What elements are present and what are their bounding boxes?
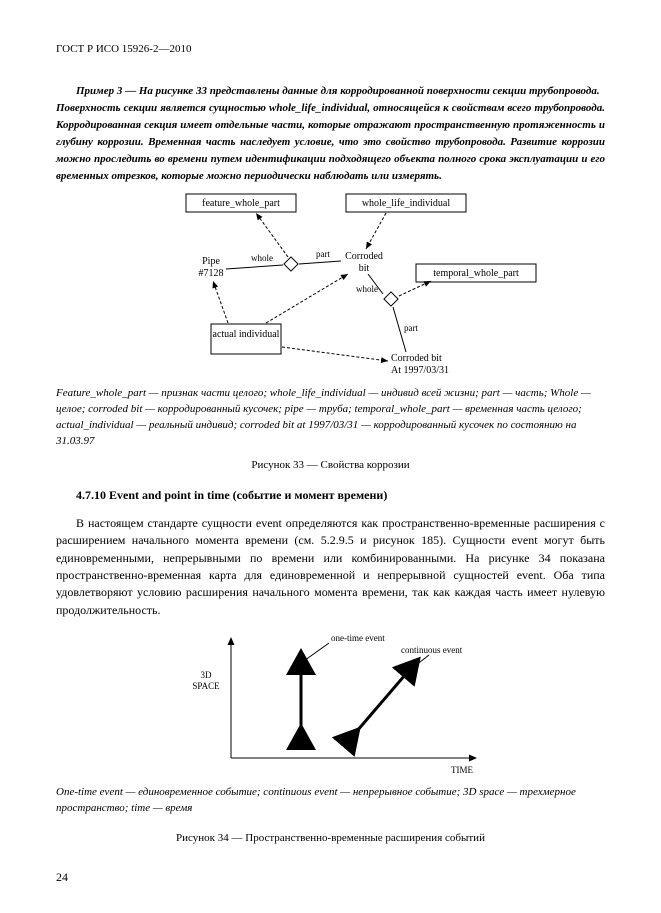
figure-33-legend: Feature_whole_part — признак части целог…: [56, 386, 605, 450]
box-whole-life-individual: whole_life_individual: [361, 198, 450, 209]
example-line: Корродированная секция имеет отдельные ч…: [56, 119, 596, 131]
example-line: можно проследить во времени путем иденти…: [56, 153, 605, 165]
page: ГОСТ Р ИСО 15926-2—2010 Пример 3 — На ри…: [0, 0, 661, 913]
box-feature-whole-part: feature_whole_part: [202, 198, 280, 209]
example-3-block: Пример 3 — На рисунке 33 представлены да…: [56, 83, 605, 185]
one-time-event-label: one-time event: [331, 633, 385, 643]
axis-time-label: TIME: [451, 765, 473, 775]
example-line: Поверхность секции является сущностью wh…: [56, 102, 605, 114]
figure-33-diagram: feature_whole_part whole_life_individual…: [56, 189, 605, 384]
figure-34-diagram: TIME 3D SPACE one-time event continuous …: [56, 623, 605, 783]
edge-whole-2: whole: [356, 284, 378, 294]
corroded-date-2: At 1997/03/31: [391, 365, 449, 376]
axis-space-label-2: SPACE: [192, 681, 220, 691]
pipe-label-1: Pipe: [202, 256, 220, 267]
figure-34-legend: One-time event — единовременное событие;…: [56, 785, 605, 817]
corroded-date-1: Corroded bit: [391, 353, 442, 364]
axis-space-label-1: 3D: [200, 670, 212, 680]
box-actual: actual individual: [212, 329, 279, 340]
figure-34-caption: Рисунок 34 — Пространственно-временные р…: [56, 831, 605, 846]
box-temporal-whole-part: temporal_whole_part: [433, 268, 519, 279]
corroded-label-1: Corroded: [345, 251, 383, 262]
pipe-label-2: #7128: [198, 268, 223, 279]
continuous-event-label: continuous event: [401, 645, 463, 655]
example-line: Пример 3 — На рисунке 33 представлены да…: [56, 83, 605, 100]
edge-part-1: part: [316, 249, 330, 259]
edge-whole-1: whole: [251, 253, 273, 263]
document-id: ГОСТ Р ИСО 15926-2—2010: [56, 42, 605, 57]
body-paragraph: В настоящем стандарте сущности event опр…: [56, 515, 605, 619]
section-body-text: В настоящем стандарте сущности event опр…: [56, 515, 605, 619]
figure-33-caption: Рисунок 33 — Свойства коррозии: [56, 458, 605, 473]
corroded-label-2: bit: [358, 263, 369, 274]
section-4-7-10-heading: 4.7.10 Event and point in time (событие …: [56, 487, 605, 503]
edge-part-2: part: [404, 323, 418, 333]
page-number: 24: [56, 869, 68, 885]
example-line: временных отрезков, которые можно период…: [56, 170, 442, 182]
